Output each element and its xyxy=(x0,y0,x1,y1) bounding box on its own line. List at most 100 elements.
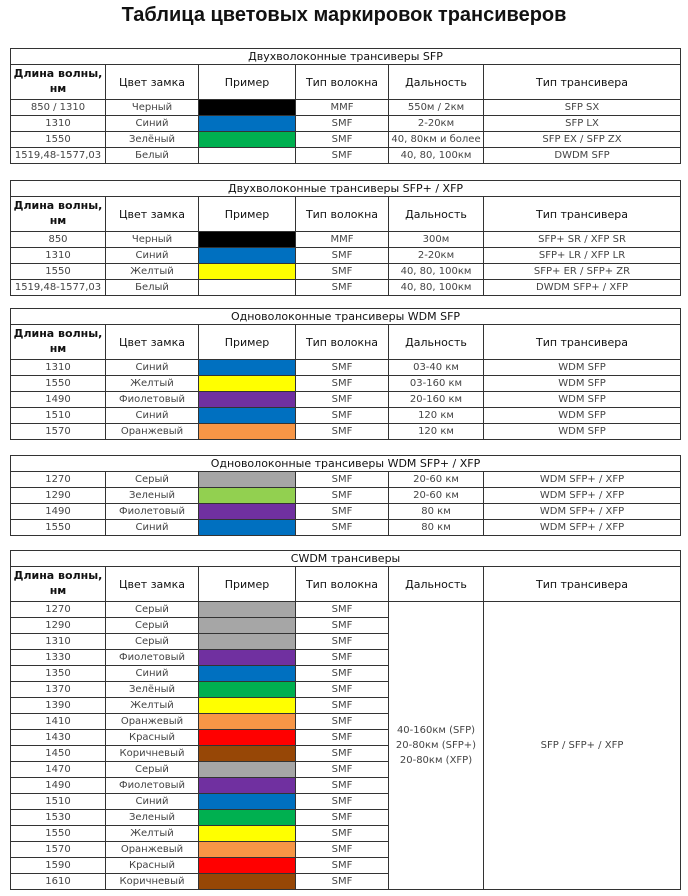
lock-color-cell: Серый xyxy=(105,617,199,634)
wavelength-cell: 1510 xyxy=(10,407,106,424)
header-lock-color: Цвет замка xyxy=(105,324,199,360)
range-cell: 550м / 2км xyxy=(388,99,484,116)
color-swatch xyxy=(198,407,296,424)
color-swatch xyxy=(198,793,296,810)
table-row: 1570 Оранжевый SMF xyxy=(10,841,681,858)
lock-color-cell: Синий xyxy=(105,665,199,682)
table-title: Двухволоконные трансиверы SFP xyxy=(10,48,681,65)
color-swatch xyxy=(198,825,296,842)
wavelength-cell: 1570 xyxy=(10,423,106,440)
fiber-type-cell: SMF xyxy=(295,729,389,746)
page-title: Таблица цветовых маркировок трансиверов xyxy=(121,4,567,26)
color-swatch xyxy=(198,487,296,504)
color-swatch xyxy=(198,359,296,376)
fiber-type-cell: SMF xyxy=(295,487,389,504)
lock-color-cell: Фиолетовый xyxy=(105,649,199,666)
lock-color-cell: Черный xyxy=(105,231,199,248)
fiber-type-cell: SMF xyxy=(295,601,389,618)
transceiver-type-cell: WDM SFP xyxy=(482,359,682,376)
color-swatch xyxy=(198,115,296,132)
header-example: Пример xyxy=(198,566,296,602)
fiber-type-cell: SMF xyxy=(295,407,389,424)
table-row: 1430 Красный SMF xyxy=(10,729,681,746)
range-cell: 80 км xyxy=(388,503,484,520)
fiber-type-cell: SMF xyxy=(295,423,389,440)
lock-color-cell: Оранжевый xyxy=(105,423,199,440)
color-swatch xyxy=(198,681,296,698)
lock-color-cell: Желтый xyxy=(105,825,199,842)
fiber-type-cell: SMF xyxy=(295,793,389,810)
header-example: Пример xyxy=(198,64,296,100)
wavelength-cell: 1550 xyxy=(10,519,106,536)
header-range: Дальность xyxy=(388,196,484,232)
wavelength-cell: 850 xyxy=(10,231,106,248)
header-wavelength: Длина волны, нм xyxy=(10,196,106,232)
table-row: 1519,48-1577,03 Белый SMF 40, 80, 100км DWDM… xyxy=(10,279,682,296)
header-transceiver-type: Тип трансивера xyxy=(482,196,682,232)
wavelength-cell: 1490 xyxy=(10,777,106,794)
lock-color-cell: Синий xyxy=(105,519,199,536)
range-cell: 300м xyxy=(388,231,484,248)
color-swatch xyxy=(198,729,296,746)
transceiver-type-cell: SFP SX xyxy=(483,99,681,116)
fiber-type-cell: SMF xyxy=(295,857,389,874)
lock-color-cell: Синий xyxy=(105,359,199,376)
wavelength-cell: 1610 xyxy=(10,873,106,890)
header-transceiver-type: Тип трансивера xyxy=(482,566,682,602)
color-swatch xyxy=(198,649,296,666)
color-swatch xyxy=(198,147,296,164)
lock-color-cell: Синий xyxy=(105,247,199,264)
wavelength-cell: 1550 xyxy=(10,825,106,842)
header-wavelength: Длина волны, нм xyxy=(10,64,106,100)
fiber-type-cell: MMF xyxy=(295,99,389,116)
transceiver-type-cell: DWDM SFP xyxy=(483,147,681,164)
table-row: 850 / 1310 Черный MMF 550м / 2км SFP SX xyxy=(10,99,681,116)
fiber-type-cell: SMF xyxy=(295,263,389,280)
color-swatch xyxy=(198,279,296,296)
transceiver-type-cell: WDM SFP xyxy=(482,407,682,424)
range-cell: 40, 80, 100км xyxy=(388,147,484,164)
color-swatch xyxy=(198,617,296,634)
color-swatch xyxy=(198,231,296,248)
lock-color-cell: Оранжевый xyxy=(105,713,199,730)
transceiver-type-cell: SFP+ LR / XFP LR xyxy=(482,247,682,264)
lock-color-cell: Белый xyxy=(105,147,199,164)
header-range: Дальность xyxy=(388,64,484,100)
transceiver-type-cell: DWDM SFP+ / XFP xyxy=(482,279,682,296)
transceiver-type-cell: WDM SFP+ / XFP xyxy=(482,471,682,488)
merged-transceiver-type-cell: SFP / SFP+ / XFP xyxy=(482,601,682,890)
table-row: 1530 Зеленый SMF xyxy=(10,809,681,826)
header-row: Длина волны, нм Цвет замка Пример Тип волок… xyxy=(10,324,682,360)
header-fiber-type: Тип волокна xyxy=(295,196,389,232)
wavelength-cell: 1270 xyxy=(10,601,106,618)
range-line: 40-160км (SFP) xyxy=(396,725,476,736)
fiber-type-cell: SMF xyxy=(295,503,389,520)
color-swatch xyxy=(198,519,296,536)
header-transceiver-type: Тип трансивера xyxy=(483,64,681,100)
header-lock-color: Цвет замка xyxy=(105,196,199,232)
fiber-type-cell: SMF xyxy=(295,761,389,778)
range-cell: 40, 80км и более xyxy=(388,131,484,148)
wavelength-cell: 1550 xyxy=(10,263,106,280)
fiber-type-cell: MMF xyxy=(295,231,389,248)
fiber-type-cell: SMF xyxy=(295,633,389,650)
transceiver-table: CWDM трансиверы Длина волны, нм Цвет замка… xyxy=(9,550,682,890)
color-swatch xyxy=(198,471,296,488)
table-row: 1310 Серый SMF xyxy=(10,633,681,650)
table-row: 1550 Желтый SMF xyxy=(10,825,681,842)
table-row: 1550 Синий SMF 80 км WDM SFP+ / XFP xyxy=(10,519,682,536)
range-cell: 120 км xyxy=(388,407,484,424)
range-cell: 80 км xyxy=(388,519,484,536)
fiber-type-cell: SMF xyxy=(295,519,389,536)
lock-color-cell: Серый xyxy=(105,761,199,778)
wavelength-cell: 1550 xyxy=(10,375,106,392)
transceiver-type-cell: WDM SFP xyxy=(482,391,682,408)
header-row: Длина волны, нм Цвет замка Пример Тип волок… xyxy=(10,566,682,602)
wavelength-cell: 1310 xyxy=(10,633,106,650)
lock-color-cell: Красный xyxy=(105,729,199,746)
header-wavelength: Длина волны, нм xyxy=(10,324,106,360)
lock-color-cell: Серый xyxy=(105,471,199,488)
range-cell: 20-60 км xyxy=(388,487,484,504)
table-title-row: Двухволоконные трансиверы SFP+ / XFP xyxy=(9,180,682,197)
color-swatch xyxy=(198,713,296,730)
